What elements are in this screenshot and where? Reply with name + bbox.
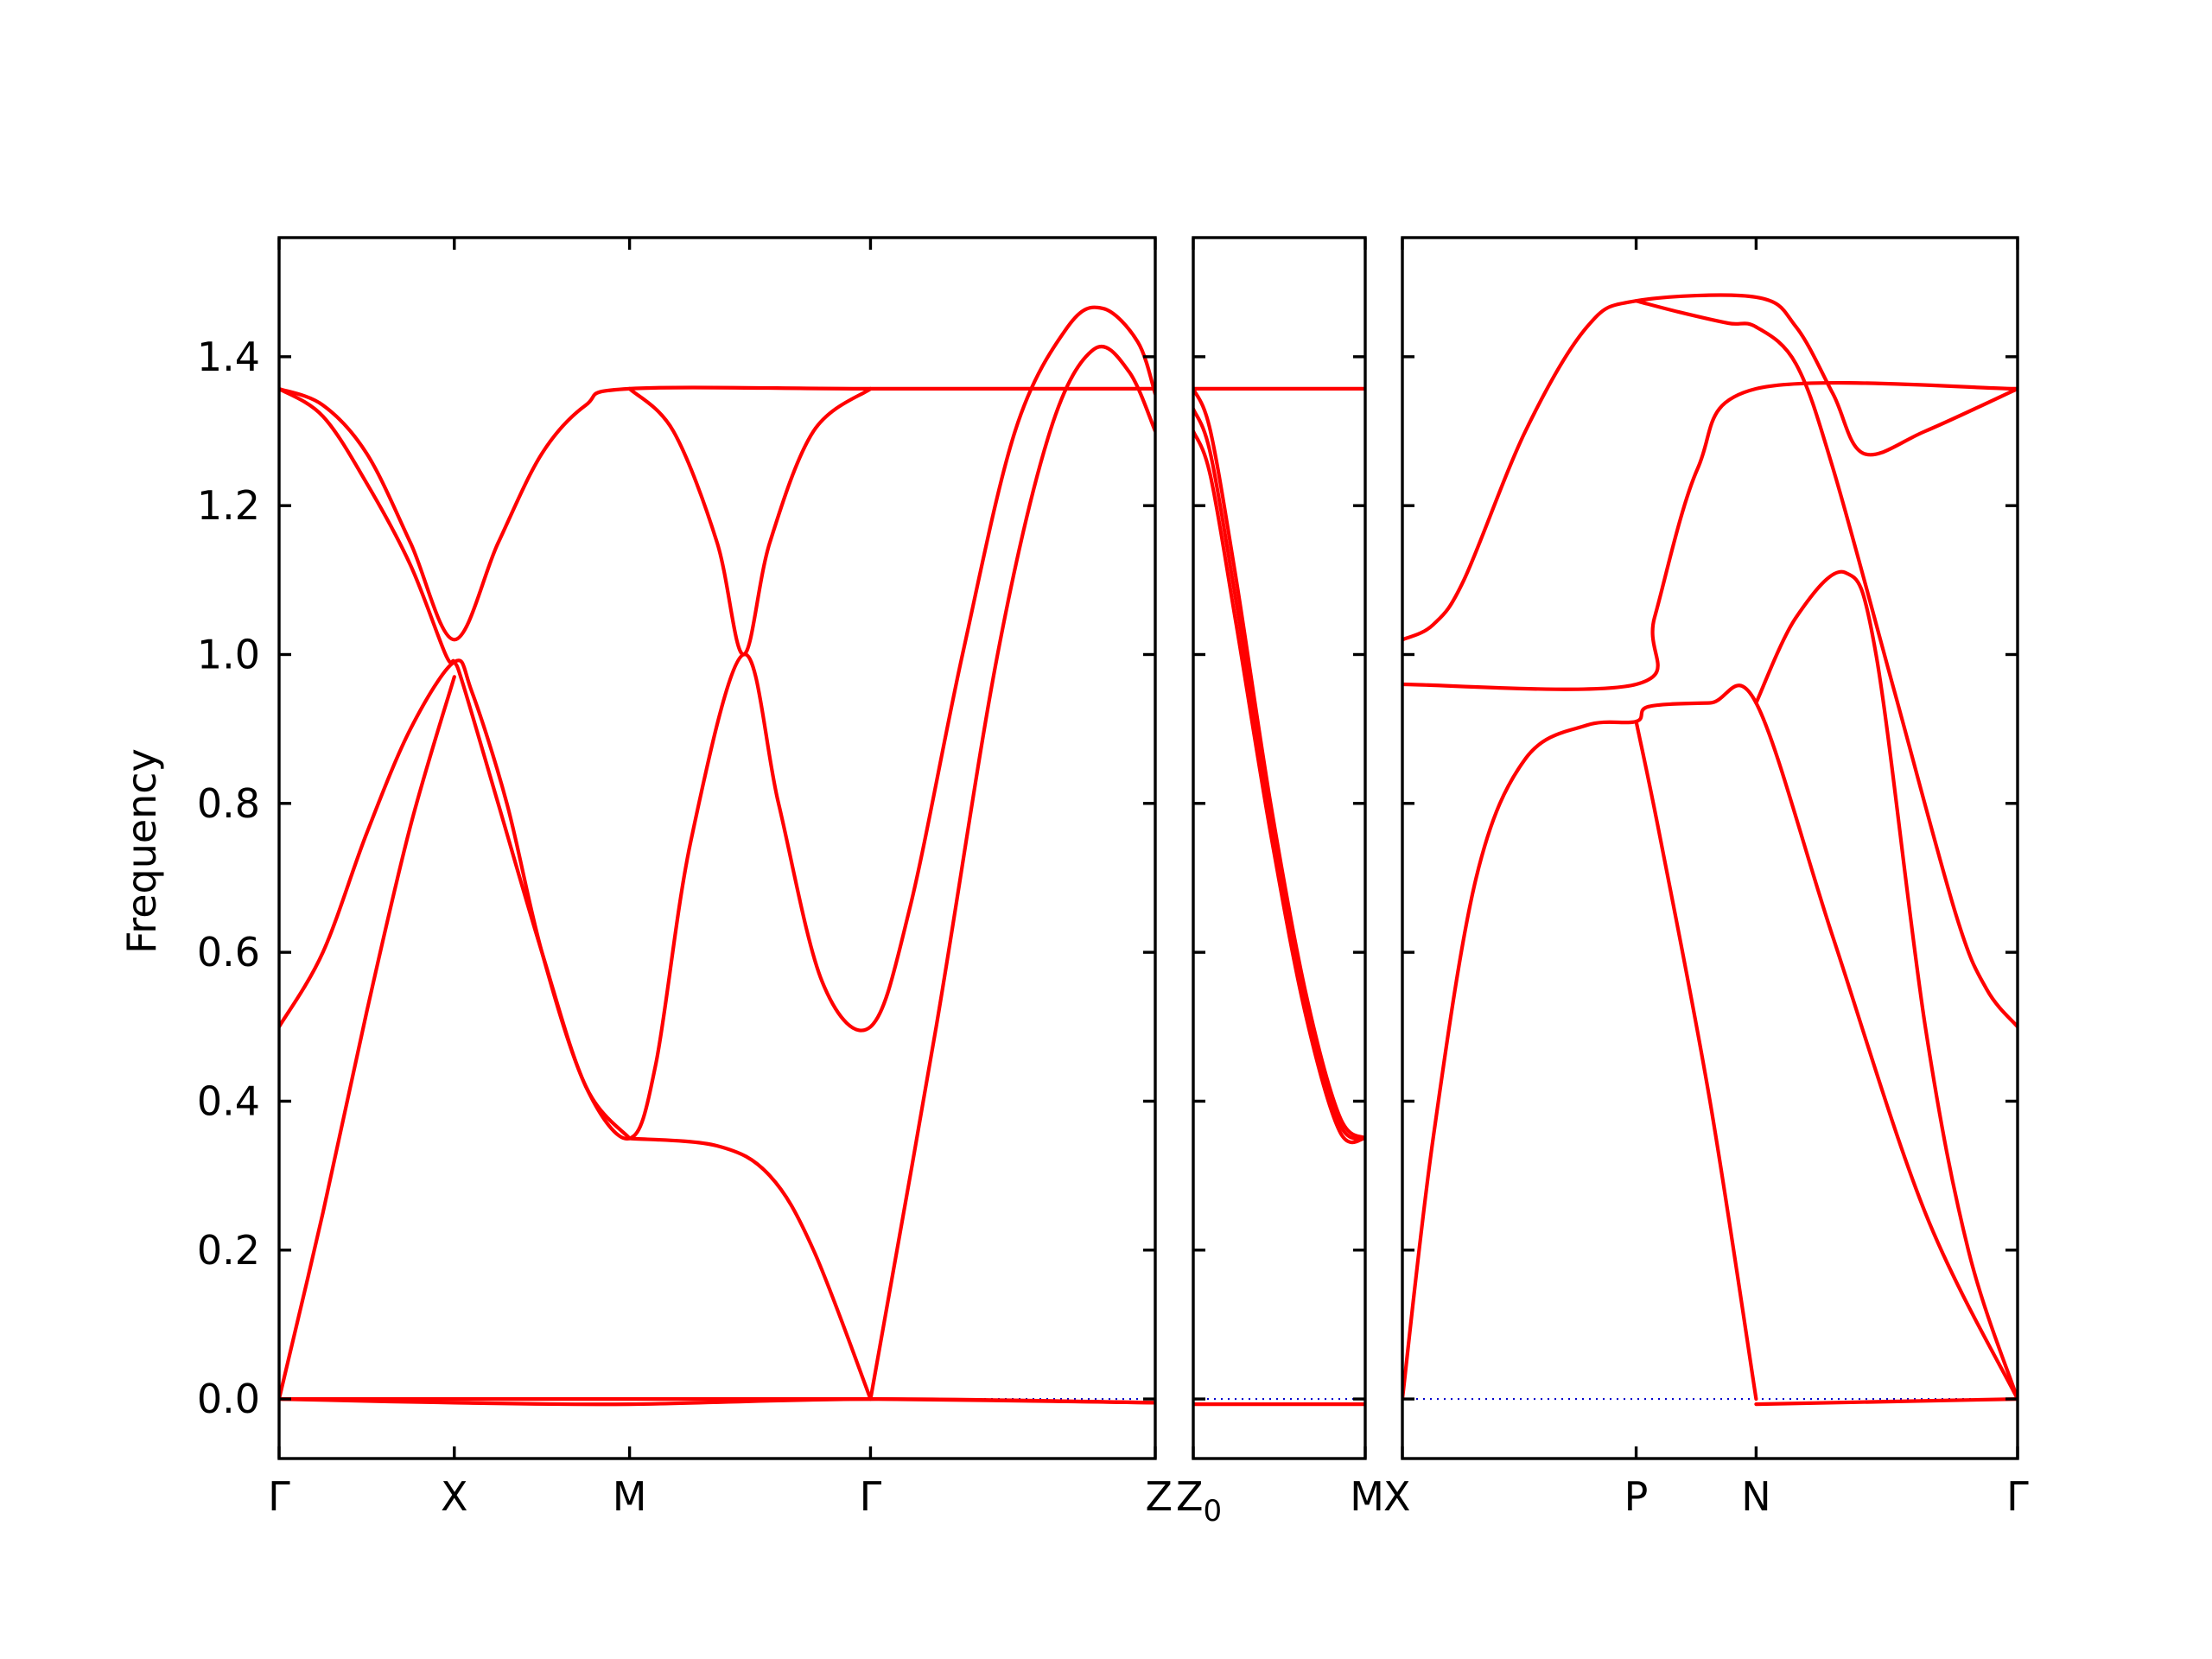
panel-frame (1401, 236, 2019, 1460)
phonon-band (279, 675, 456, 1402)
y-tick-label: 0.8 (197, 780, 260, 827)
phonon-band (279, 658, 632, 1141)
x-tick-label: P (1624, 1473, 1649, 1520)
phonon-band (627, 386, 873, 657)
phonon-band (1754, 1397, 2018, 1407)
phonon-band (1193, 386, 1365, 1141)
x-tick-label: Γ (860, 1473, 882, 1520)
y-tick-label: 0.6 (197, 929, 260, 976)
phonon-band (868, 344, 1155, 1402)
phonon-band (279, 305, 1155, 1141)
x-tick-label: Γ (268, 1473, 290, 1520)
phonon-band (627, 1136, 873, 1402)
phonon-band (1193, 429, 1365, 1145)
phonon-band (279, 1396, 1155, 1405)
bands-group (279, 305, 1155, 1407)
x-tick-label: N (1741, 1473, 1770, 1520)
panel-z0-m: Z0 M (1176, 236, 1384, 1529)
bands-group (1402, 293, 2018, 1407)
x-tick-label: Z0 (1176, 1473, 1222, 1529)
y-tick-label: 0.4 (197, 1077, 260, 1124)
phonon-band (1754, 569, 2018, 1402)
y-tick-labels: 0.0 0.2 0.4 0.6 0.8 1.0 1.2 1.4 (197, 334, 260, 1422)
x-tick-label: X (1383, 1473, 1411, 1520)
panel-frame (277, 236, 1157, 1460)
x-tick-label: X (441, 1473, 468, 1520)
phonon-band (1402, 380, 2018, 691)
x-tick-label: Z (1145, 1473, 1173, 1520)
y-axis-label: Frequency (118, 748, 165, 954)
phonon-band (1402, 293, 2018, 642)
x-tick-label: M (1350, 1473, 1384, 1520)
bands-group (1193, 386, 1365, 1407)
phonon-band (1634, 719, 1758, 1402)
panel-frame (1192, 236, 1367, 1460)
y-tick-label: 1.2 (197, 482, 260, 529)
phonon-band (1193, 407, 1365, 1141)
y-tick-label: 1.4 (197, 334, 260, 380)
phonon-band (1634, 299, 2018, 1029)
phonon-band (279, 385, 1155, 642)
phonon-band (1402, 683, 2018, 1402)
y-tick-label: 0.0 (197, 1376, 260, 1422)
y-tick-label: 1.0 (197, 631, 260, 677)
y-tick-label: 0.2 (197, 1227, 260, 1274)
x-tick-label: M (613, 1473, 647, 1520)
x-tick-label: Γ (2006, 1473, 2029, 1520)
